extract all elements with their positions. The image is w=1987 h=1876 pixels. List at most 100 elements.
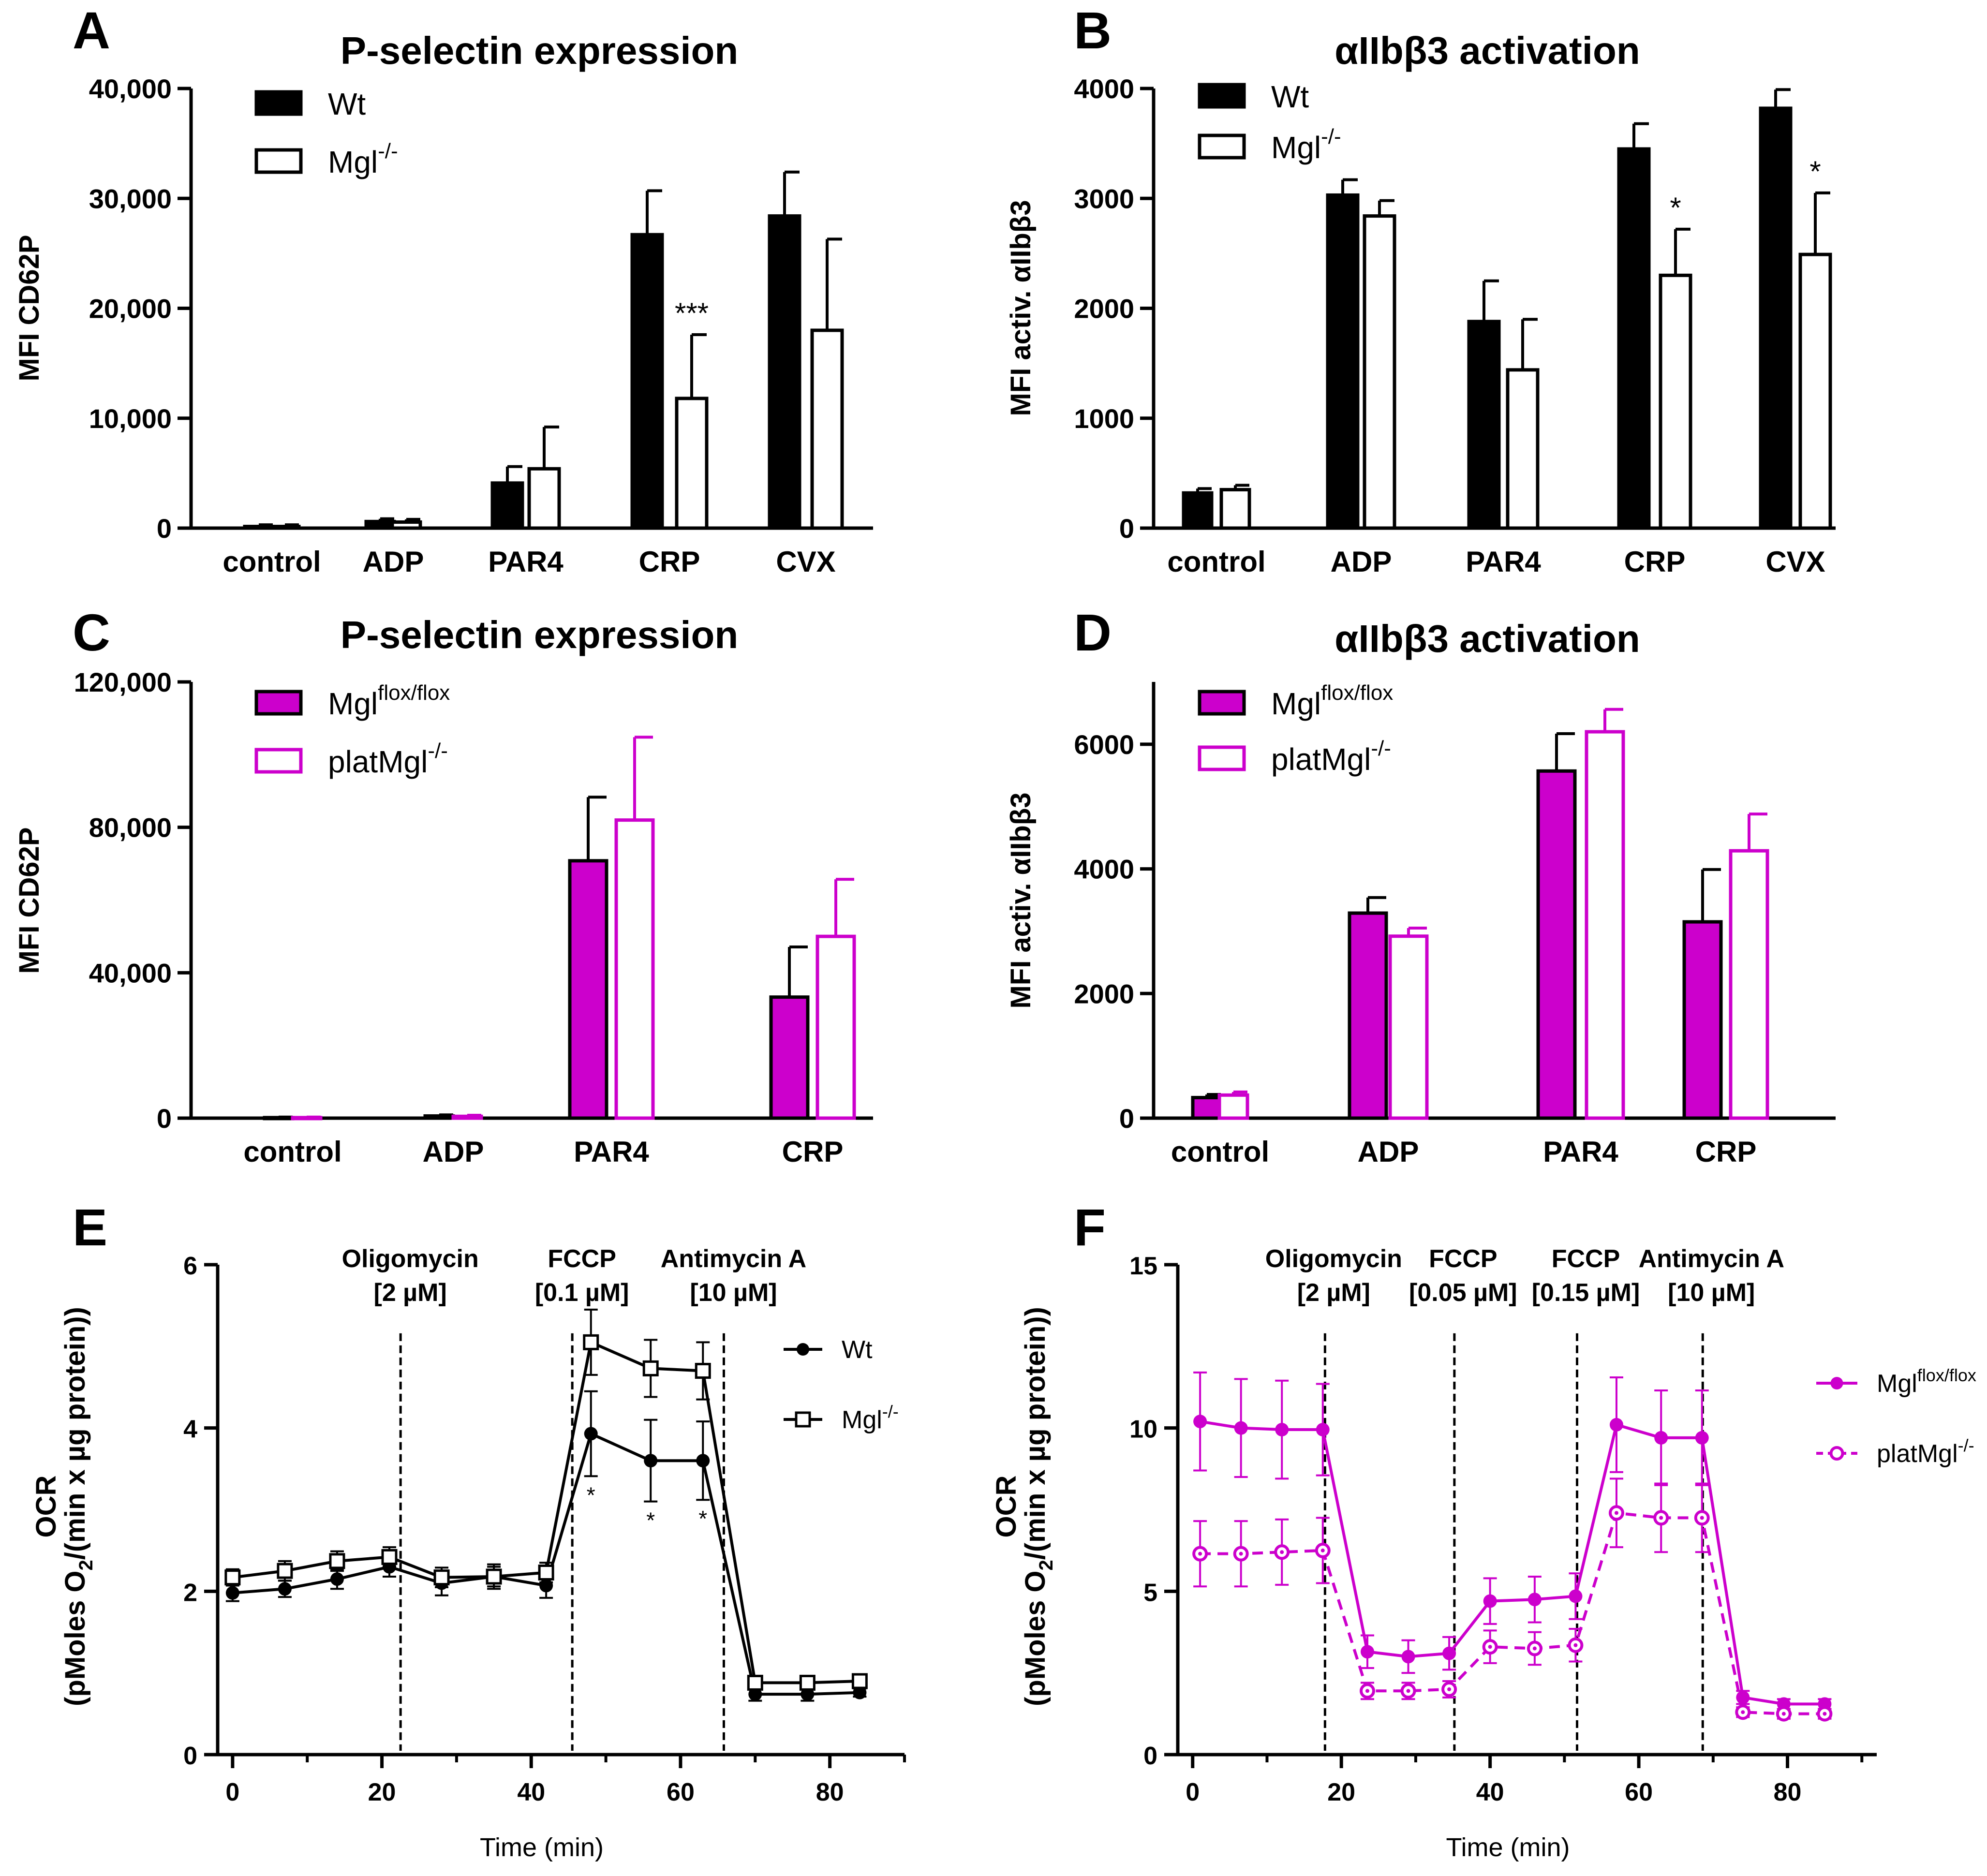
data-point — [583, 1334, 599, 1350]
data-point — [1695, 1431, 1709, 1445]
bar-a-cvx-1 — [810, 328, 844, 530]
y-tick-label: 5 — [1143, 1579, 1157, 1607]
data-point — [538, 1565, 554, 1581]
y-tick-label: 80,000 — [89, 812, 172, 843]
injection-label: Antimycin A — [1639, 1245, 1784, 1273]
data-point — [1569, 1589, 1583, 1603]
data-point-center — [1700, 1516, 1704, 1520]
bar-a-crp-1 — [675, 397, 709, 530]
bar-d-control-1 — [1217, 1093, 1249, 1120]
bar-a-par4-1 — [527, 467, 561, 530]
injection-label: FCCP — [1552, 1245, 1620, 1273]
bar-c-par4-1 — [614, 818, 655, 1120]
data-point — [1442, 1646, 1456, 1660]
bar-d-control-0 — [1191, 1095, 1223, 1120]
y-tick-label: 6000 — [1074, 729, 1134, 760]
x-tick-label: 20 — [1327, 1778, 1355, 1806]
data-point — [1316, 1423, 1330, 1437]
legend-swatch — [1198, 83, 1246, 109]
bar-b-control-1 — [1219, 487, 1251, 530]
y-axis-label: MFI CD62P — [14, 235, 45, 382]
y-tick-label: 6 — [183, 1252, 197, 1280]
data-point — [747, 1674, 763, 1691]
y-tick-label: 0 — [1143, 1742, 1157, 1770]
legend-label: Wt — [842, 1336, 873, 1364]
bar-b-cvx-1 — [1798, 252, 1832, 530]
y-tick-label: 0 — [157, 1103, 172, 1134]
bar-b-control-0 — [1182, 491, 1214, 530]
significance-marker: *** — [675, 297, 709, 329]
legend-swatch — [1198, 690, 1246, 716]
legend-label: Mglflox/flox — [328, 681, 450, 721]
panel-letter: A — [73, 1, 110, 59]
data-point — [277, 1563, 293, 1579]
legend-label: Mglflox/flox — [1271, 681, 1393, 721]
legend-label-base: platMgl — [328, 744, 428, 779]
bar-a-control-0 — [243, 525, 275, 530]
y-tick-label: 30,000 — [89, 183, 172, 214]
y-tick-label: 0 — [183, 1742, 197, 1770]
injection-label: Oligomycin — [342, 1245, 479, 1273]
injection-concentration: [10 µM] — [690, 1279, 777, 1307]
panel-c: C P-selectin expression MFI CD62P 0 40,000 80… — [14, 603, 873, 1168]
data-point — [1275, 1423, 1289, 1437]
data-point — [801, 1687, 815, 1701]
data-point — [748, 1687, 762, 1701]
panel-letter: C — [73, 603, 110, 662]
legend-label: Mgl-/- — [328, 139, 398, 179]
legend-label-sup: flox/flox — [1917, 1365, 1976, 1385]
y-tick-label: 4 — [183, 1416, 197, 1444]
x-category-label: ADP — [363, 546, 424, 578]
data-point — [1234, 1421, 1248, 1435]
data-point — [642, 1360, 659, 1376]
data-point — [1193, 1415, 1207, 1429]
x-tick-label: 60 — [667, 1778, 695, 1806]
data-point — [644, 1454, 658, 1468]
injection-concentration: [0.1 µM] — [535, 1279, 629, 1307]
x-category-label: ADP — [423, 1136, 484, 1168]
bar-a-adp-1 — [390, 520, 422, 530]
injection-label: Oligomycin — [1265, 1245, 1402, 1273]
y-tick-label: 1000 — [1074, 403, 1134, 434]
data-point-center — [1488, 1645, 1492, 1649]
series-line — [1200, 1511, 1825, 1715]
legend-label-base: Mgl — [328, 686, 378, 721]
x-tick-label: 40 — [1476, 1778, 1504, 1806]
bar-c-control-1 — [291, 1116, 323, 1121]
x-category-label: CRP — [639, 546, 700, 578]
x-category-label: control — [1167, 546, 1265, 578]
bar-b-adp-1 — [1363, 214, 1396, 530]
legend-marker — [1830, 1377, 1843, 1389]
legend-label-sup: flox/flox — [1321, 681, 1393, 705]
legend-label-base: platMgl — [1877, 1440, 1958, 1468]
data-point-center — [1823, 1712, 1827, 1716]
y-tick-label: 20,000 — [89, 294, 172, 324]
data-point-center — [1532, 1646, 1537, 1651]
data-point — [1654, 1431, 1668, 1445]
legend-label-base: Wt — [842, 1336, 873, 1364]
data-point-center — [1741, 1710, 1745, 1714]
data-point — [853, 1685, 867, 1699]
legend-label: Wt — [328, 87, 366, 121]
data-point — [1609, 1418, 1623, 1432]
x-axis-label: Time (min) — [480, 1833, 604, 1862]
x-category-label: CVX — [776, 546, 835, 578]
legend-label-sup: -/- — [1321, 125, 1341, 148]
bar-a-par4-0 — [490, 481, 524, 530]
y-tick-label: 15 — [1129, 1252, 1157, 1280]
x-tick-label: 80 — [1774, 1778, 1802, 1806]
data-point-center — [1659, 1516, 1663, 1520]
y-tick-label: 120,000 — [74, 667, 172, 697]
x-category-label: control — [1171, 1136, 1269, 1168]
data-point — [1736, 1690, 1750, 1704]
y-axis-label-part: (pMoles O — [1020, 1571, 1051, 1706]
y-axis-label-subscript: 2 — [75, 1560, 97, 1570]
y-axis-label: MFI activ. αIIbβ3 — [1005, 792, 1037, 1008]
data-point-center — [1280, 1550, 1284, 1554]
y-axis-label: MFI CD62P — [14, 827, 45, 974]
legend-label: Mglflox/flox — [1877, 1365, 1976, 1398]
x-category-label: PAR4 — [1466, 546, 1541, 578]
